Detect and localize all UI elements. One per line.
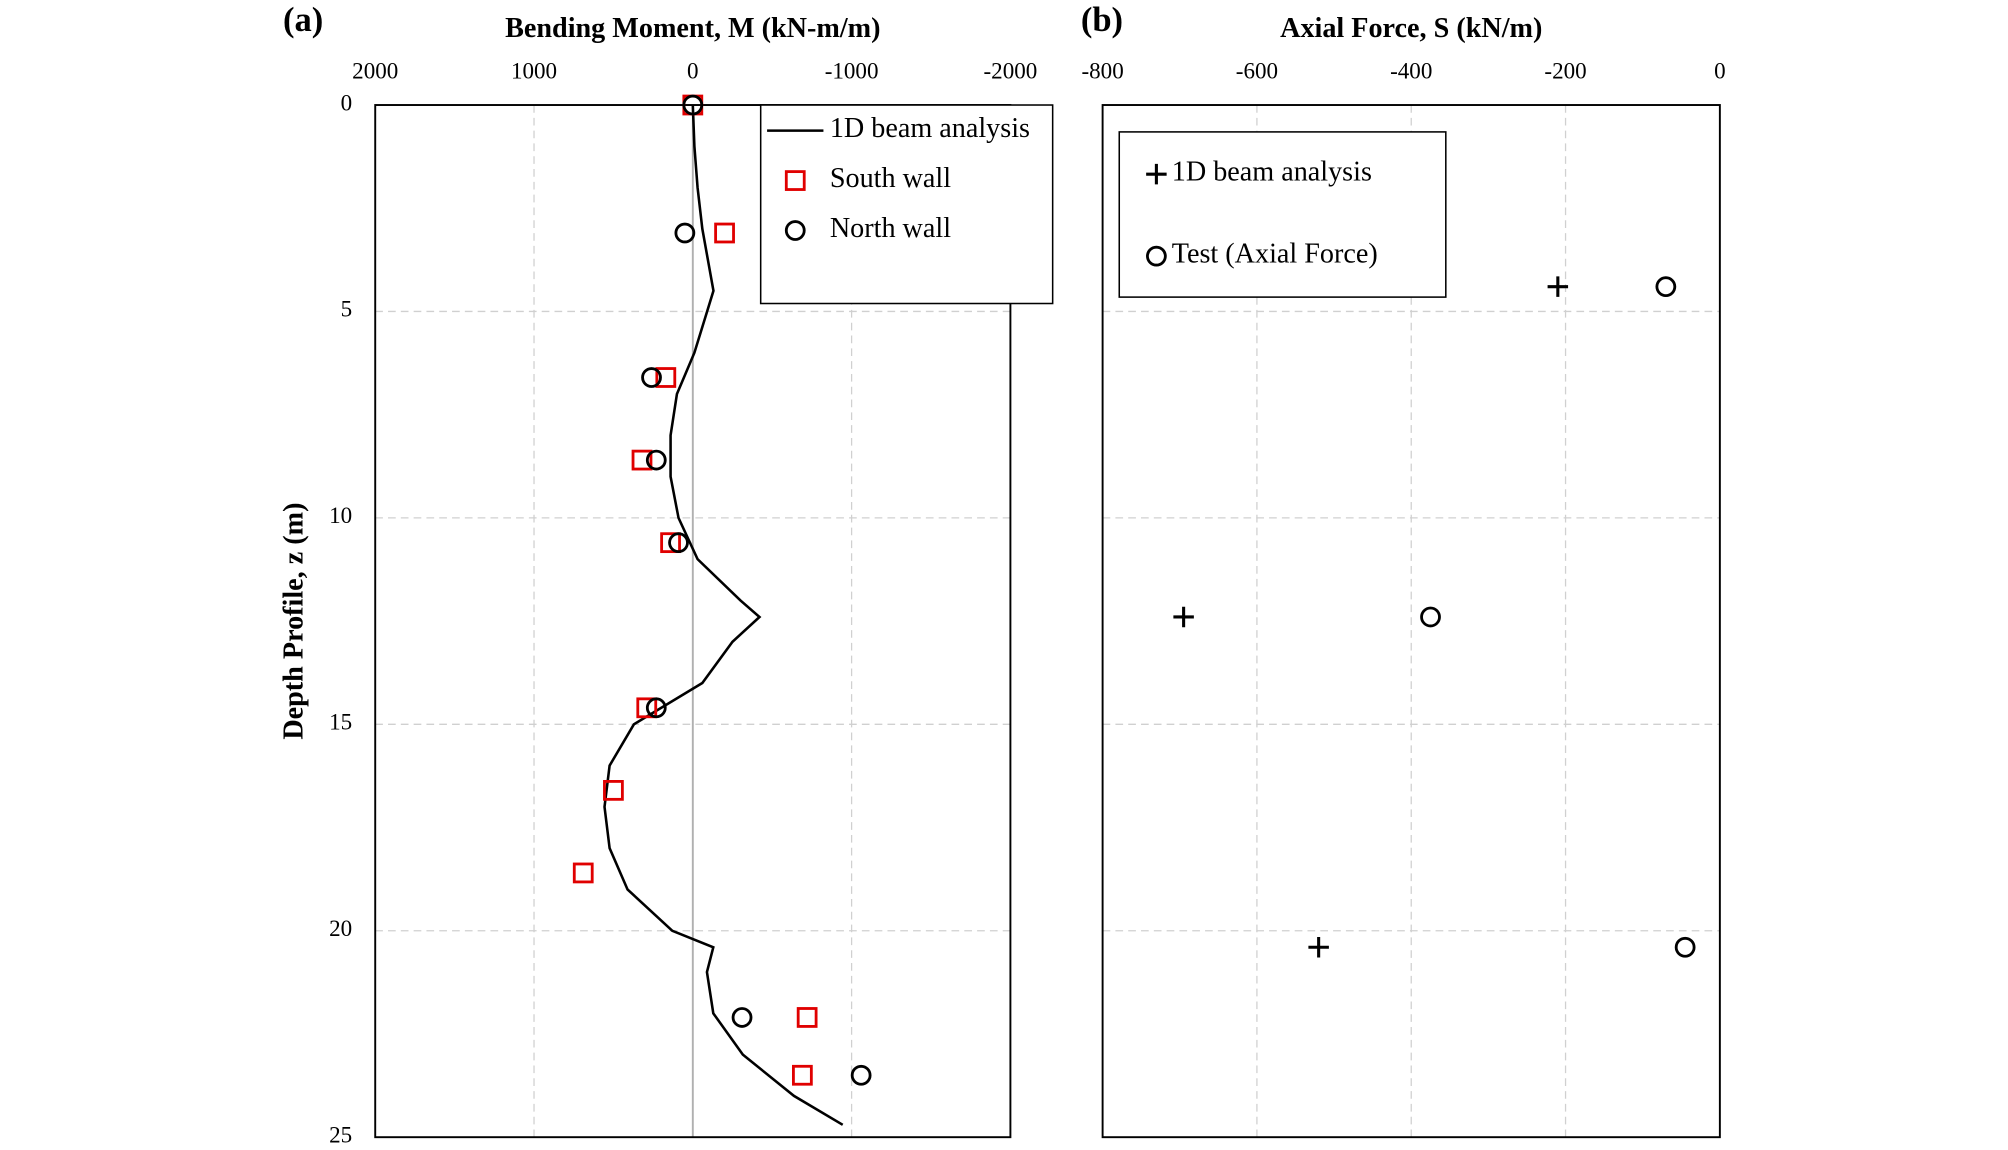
legend-label: Test (Axial Force) bbox=[1172, 239, 1378, 270]
square-marker bbox=[660, 532, 681, 554]
x-tick-label: -2000 bbox=[984, 57, 1038, 83]
line-series bbox=[603, 104, 844, 1126]
circle-marker bbox=[731, 1007, 753, 1028]
circle-marker bbox=[668, 532, 689, 554]
x-tick-label: 0 bbox=[687, 57, 699, 83]
y-tick-label: 25 bbox=[329, 1121, 352, 1147]
x-tick-label: -200 bbox=[1544, 57, 1586, 83]
x-tick-label: -800 bbox=[1081, 57, 1123, 83]
circle-marker bbox=[1420, 606, 1441, 628]
x-tick-label: 1000 bbox=[511, 57, 557, 83]
circle-marker bbox=[645, 449, 667, 471]
legend-label: 1D beam analysis bbox=[1172, 157, 1372, 188]
square-marker bbox=[655, 367, 677, 388]
legend-label: 1D beam analysis bbox=[830, 113, 1030, 144]
circle-marker bbox=[645, 697, 667, 719]
circle-marker bbox=[682, 94, 704, 116]
plus-marker bbox=[1146, 163, 1167, 185]
circle-marker bbox=[784, 220, 806, 241]
plus-marker bbox=[1308, 937, 1329, 958]
y-tick-label: 0 bbox=[341, 89, 353, 115]
circle-marker bbox=[850, 1064, 872, 1086]
square-marker bbox=[792, 1064, 813, 1086]
x-tick-label: -1000 bbox=[825, 57, 879, 83]
legend-label: South wall bbox=[830, 163, 951, 194]
plot-frame bbox=[1101, 104, 1721, 1139]
square-marker bbox=[572, 862, 594, 884]
panel-label: (a) bbox=[283, 1, 323, 39]
y-tick-label: 20 bbox=[329, 915, 352, 941]
square-marker bbox=[631, 449, 653, 471]
y-tick-label: 10 bbox=[329, 502, 352, 528]
legend-label: North wall bbox=[830, 213, 951, 244]
panel-label: (b) bbox=[1081, 1, 1123, 39]
square-marker bbox=[603, 780, 624, 801]
plus-marker bbox=[1173, 606, 1194, 628]
y-tick-label: 15 bbox=[329, 709, 352, 735]
x-tick-label: 2000 bbox=[352, 57, 398, 83]
plus-marker bbox=[1547, 276, 1569, 297]
square-marker bbox=[714, 222, 735, 244]
chart-title: Axial Force, S (kN/m) bbox=[1280, 13, 1542, 44]
chart-title: Bending Moment, M (kN-m/m) bbox=[505, 13, 880, 44]
circle-marker bbox=[674, 222, 696, 244]
circle-marker bbox=[1146, 245, 1167, 267]
square-marker bbox=[636, 697, 658, 719]
x-tick-label: -600 bbox=[1236, 57, 1278, 83]
legend-box bbox=[759, 104, 1054, 305]
x-tick-label: 0 bbox=[1714, 57, 1726, 83]
circle-marker bbox=[641, 367, 662, 388]
circle-marker bbox=[1655, 276, 1677, 298]
circle-marker bbox=[1674, 936, 1696, 958]
y-tick-label: 5 bbox=[341, 296, 353, 322]
y-axis-label: Depth Profile, z (m) bbox=[278, 503, 309, 740]
square-marker bbox=[796, 1007, 818, 1028]
legend-box bbox=[1118, 131, 1447, 298]
square-marker bbox=[784, 170, 806, 191]
x-tick-label: -400 bbox=[1390, 57, 1432, 83]
